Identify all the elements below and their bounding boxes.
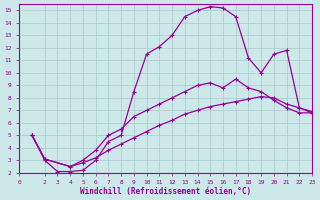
- X-axis label: Windchill (Refroidissement éolien,°C): Windchill (Refroidissement éolien,°C): [80, 187, 251, 196]
